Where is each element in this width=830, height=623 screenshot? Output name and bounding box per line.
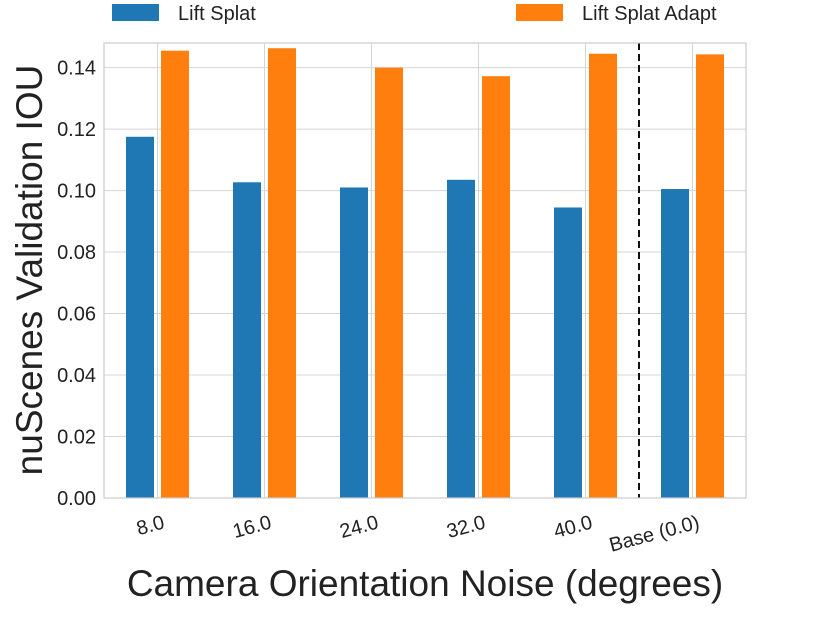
bar-lift-splat-adapt-1 [268,48,296,499]
x-tick-label: 32.0 [444,512,487,543]
y-axis-label: nuScenes Validation IOU [9,65,50,476]
bar-lift-splat-adapt-2 [375,67,403,498]
y-tick-labels: 0.00 0.02 0.04 0.06 0.08 0.10 0.12 0.14 [57,58,96,510]
y-tick-label: 0.08 [57,242,96,264]
x-tick-label: 16.0 [230,512,273,543]
bar-lift-splat-2 [340,187,368,499]
x-tick-label: 24.0 [337,512,380,543]
bar-lift-splat-adapt-4 [589,53,617,499]
y-tick-label: 0.10 [57,181,96,203]
legend-swatch-lift-splat [112,4,159,21]
y-tick-label: 0.04 [57,365,96,387]
x-tick-label: Base (0.0) [607,512,702,557]
plot-frame [103,42,747,499]
bar-lift-splat-3 [447,179,475,498]
bar-lift-splat-4 [554,207,582,498]
legend: Lift Splat Lift Splat Adapt [112,3,717,25]
bar-lift-splat-adapt-3 [482,76,510,499]
x-tick-label: 40.0 [551,512,594,543]
y-tick-label: 0.06 [57,304,96,326]
x-tick-labels: 8.0 16.0 24.0 32.0 40.0 Base (0.0) [134,512,702,557]
bar-lift-splat-adapt-0 [161,50,189,498]
y-tick-label: 0.14 [57,58,96,80]
y-tick-label: 0.00 [57,488,96,510]
y-tick-label: 0.12 [57,119,96,141]
legend-swatch-lift-splat-adapt [516,4,563,21]
bar-lift-splat-adapt-5 [696,54,724,498]
x-axis-label: Camera Orientation Noise (degrees) [127,563,723,604]
legend-label: Lift Splat Adapt [582,3,717,25]
y-tick-label: 0.02 [57,427,96,449]
bar-lift-splat-5 [661,189,689,499]
bar-lift-splat-0 [126,136,154,498]
grid-lines [104,43,746,499]
bar-lift-splat-1 [233,182,261,498]
legend-label: Lift Splat [178,3,256,25]
bars [126,48,724,499]
x-tick-label: 8.0 [134,512,167,540]
